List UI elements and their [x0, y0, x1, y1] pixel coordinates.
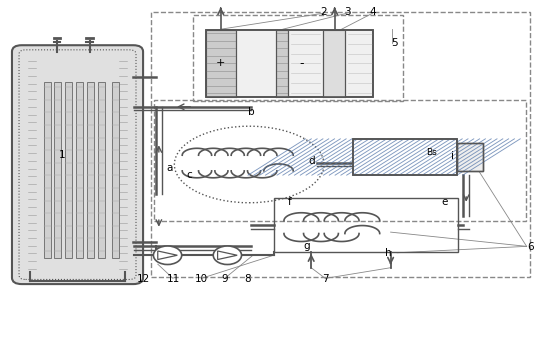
Bar — [206, 30, 236, 97]
Bar — [54, 82, 61, 258]
Bar — [112, 82, 119, 258]
Bar — [151, 12, 530, 277]
Circle shape — [153, 246, 182, 265]
Text: 10: 10 — [195, 274, 208, 284]
Text: h: h — [385, 248, 391, 258]
Text: 2: 2 — [320, 7, 327, 17]
Text: 3: 3 — [344, 7, 350, 17]
Circle shape — [213, 246, 242, 265]
Text: 7: 7 — [322, 274, 329, 284]
Text: b: b — [248, 107, 255, 117]
Bar — [274, 198, 458, 252]
Bar — [193, 15, 403, 101]
Bar — [87, 82, 94, 258]
Bar — [206, 30, 373, 97]
Bar — [76, 82, 83, 258]
Bar — [353, 139, 457, 175]
Bar — [457, 143, 483, 171]
Text: g: g — [303, 241, 310, 251]
Text: 8: 8 — [244, 274, 251, 284]
Bar — [154, 100, 526, 221]
Text: c: c — [187, 170, 192, 180]
Bar — [206, 30, 373, 97]
Bar — [323, 30, 345, 97]
Bar — [457, 143, 483, 171]
Text: 4: 4 — [369, 7, 376, 17]
Text: 5: 5 — [391, 38, 398, 48]
Text: f: f — [288, 197, 291, 207]
Bar — [65, 82, 72, 258]
Text: e: e — [442, 197, 448, 207]
Text: 1: 1 — [59, 150, 66, 160]
Bar — [276, 30, 288, 97]
Text: -: - — [299, 57, 304, 70]
FancyBboxPatch shape — [12, 45, 143, 284]
Text: d: d — [308, 156, 315, 166]
Text: 6: 6 — [527, 242, 534, 252]
Text: +: + — [216, 58, 225, 68]
Text: 11: 11 — [166, 274, 180, 284]
Text: i: i — [451, 151, 454, 161]
Text: a: a — [166, 163, 173, 173]
Text: Bs: Bs — [426, 148, 437, 157]
Bar — [98, 82, 105, 258]
Bar — [44, 82, 51, 258]
Text: 12: 12 — [137, 274, 150, 284]
Text: 9: 9 — [221, 274, 228, 284]
Bar — [353, 139, 457, 175]
